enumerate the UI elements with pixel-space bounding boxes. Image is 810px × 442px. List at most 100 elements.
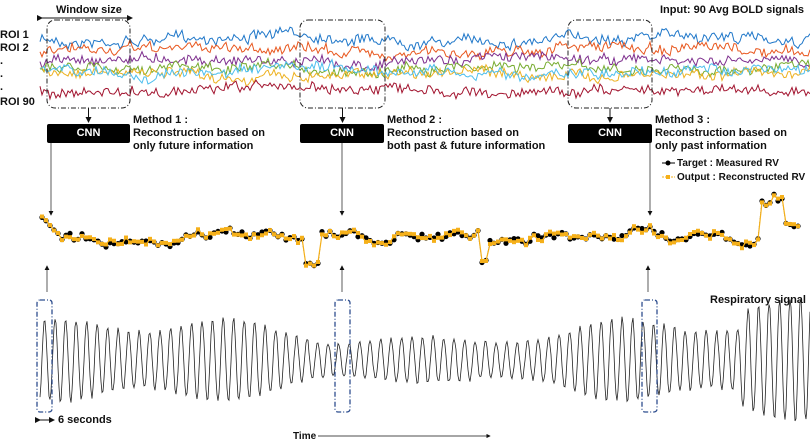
rv-output-point bbox=[728, 237, 732, 242]
rv-output-point bbox=[528, 235, 532, 240]
rv-output-point bbox=[380, 241, 384, 246]
respiratory-window-box bbox=[36, 299, 53, 413]
method-text: Reconstruction based on bbox=[655, 127, 788, 139]
rv-output-point bbox=[756, 237, 760, 242]
rv-output-point bbox=[280, 233, 284, 238]
rv-output-point bbox=[384, 242, 388, 247]
rv-output-point bbox=[252, 232, 256, 237]
rv-output-point bbox=[48, 223, 52, 228]
rv-output-point bbox=[204, 235, 208, 240]
rv-target-point bbox=[207, 234, 213, 240]
cnn-block-2: CNN bbox=[300, 124, 384, 143]
rv-target-point bbox=[355, 234, 361, 240]
rv-output-point bbox=[560, 232, 564, 237]
rv-output-point bbox=[340, 230, 344, 235]
rv-output-point bbox=[128, 240, 132, 245]
rv-output-point bbox=[464, 233, 468, 238]
rv-output-point bbox=[104, 242, 108, 247]
rv-output-point bbox=[136, 239, 140, 244]
rv-output-point bbox=[392, 234, 396, 239]
rv-output-point bbox=[624, 234, 628, 239]
rv-output-point bbox=[616, 237, 620, 242]
rv-output-point bbox=[704, 233, 708, 238]
rv-target-point bbox=[511, 236, 517, 242]
rv-output-point bbox=[208, 231, 212, 236]
rv-output-point bbox=[792, 222, 796, 227]
rv-output-point bbox=[152, 239, 156, 244]
rv-output-point bbox=[736, 241, 740, 246]
rv-output-point bbox=[288, 237, 292, 242]
rv-output-point bbox=[572, 234, 576, 239]
rv-output-point bbox=[408, 231, 412, 236]
rv-output-point bbox=[492, 241, 496, 246]
rv-output-point bbox=[144, 242, 148, 247]
rv-output-point bbox=[488, 242, 492, 247]
rv-output-point bbox=[336, 235, 340, 240]
rv-output-point bbox=[264, 231, 268, 236]
rv-target-point bbox=[363, 235, 369, 241]
roi-label: ROI 2 bbox=[0, 42, 29, 54]
rv-output-point bbox=[708, 236, 712, 241]
method-title: Method 2 : bbox=[387, 114, 442, 126]
rv-output-point bbox=[456, 227, 460, 232]
method-text: only past information bbox=[655, 140, 767, 152]
respiratory-window-box bbox=[334, 299, 351, 413]
rv-output-point bbox=[580, 235, 584, 240]
rv-output-point bbox=[368, 238, 372, 243]
rv-output-point bbox=[192, 233, 196, 238]
rv-output-point bbox=[480, 259, 484, 264]
rv-output-point bbox=[156, 243, 160, 248]
rv-target-point bbox=[695, 231, 701, 237]
rv-output-point bbox=[352, 227, 356, 232]
rv-output-point bbox=[332, 234, 336, 239]
rv-output-point bbox=[320, 232, 324, 237]
rv-output-point bbox=[416, 235, 420, 240]
rv-output-point bbox=[200, 232, 204, 237]
rv-output-point bbox=[256, 235, 260, 240]
rv-output-point bbox=[436, 235, 440, 240]
rv-output-point bbox=[648, 223, 652, 228]
rv-output-line bbox=[41, 194, 799, 267]
rv-output-point bbox=[60, 238, 64, 243]
cnn-block-1: CNN bbox=[47, 124, 130, 143]
method-text: Reconstruction based on bbox=[133, 127, 266, 139]
rv-output-point bbox=[472, 233, 476, 238]
rv-output-point bbox=[452, 228, 456, 233]
roi-signal-line bbox=[39, 26, 810, 52]
rv-target-point bbox=[67, 230, 73, 237]
rv-output-point bbox=[428, 233, 432, 238]
rv-output-point bbox=[684, 235, 688, 240]
rv-target-line bbox=[41, 195, 798, 266]
rv-output-point bbox=[268, 228, 272, 233]
rv-output-point bbox=[396, 231, 400, 236]
rv-output-point bbox=[412, 232, 416, 237]
rv-output-point bbox=[520, 237, 524, 242]
rv-output-point bbox=[748, 240, 752, 245]
rv-target-point bbox=[435, 231, 441, 237]
rv-output-point bbox=[688, 232, 692, 237]
rv-output-point bbox=[300, 235, 304, 240]
rv-output-point bbox=[552, 231, 556, 236]
rv-output-point bbox=[84, 235, 88, 240]
rv-output-point bbox=[196, 227, 200, 232]
rv-target-point bbox=[551, 235, 557, 241]
rv-output-point bbox=[236, 232, 240, 237]
rv-output-point bbox=[628, 230, 632, 235]
rv-output-point bbox=[96, 240, 100, 245]
rv-target-point bbox=[535, 233, 541, 239]
rv-output-point bbox=[564, 232, 568, 237]
rv-output-point bbox=[124, 235, 128, 240]
rv-output-point bbox=[120, 241, 124, 246]
rv-output-point bbox=[760, 200, 764, 205]
respiratory-signal-label: Respiratory signal bbox=[710, 294, 806, 306]
rv-target-point bbox=[619, 232, 625, 239]
rv-output-point bbox=[304, 263, 308, 268]
legend-output-marker bbox=[666, 175, 670, 179]
rv-output-point bbox=[376, 240, 380, 245]
rv-output-point bbox=[504, 237, 508, 242]
rv-output-point bbox=[596, 233, 600, 238]
rv-target-point bbox=[419, 231, 425, 237]
roi-label: ROI 90 bbox=[0, 96, 35, 108]
rv-output-point bbox=[584, 237, 588, 242]
